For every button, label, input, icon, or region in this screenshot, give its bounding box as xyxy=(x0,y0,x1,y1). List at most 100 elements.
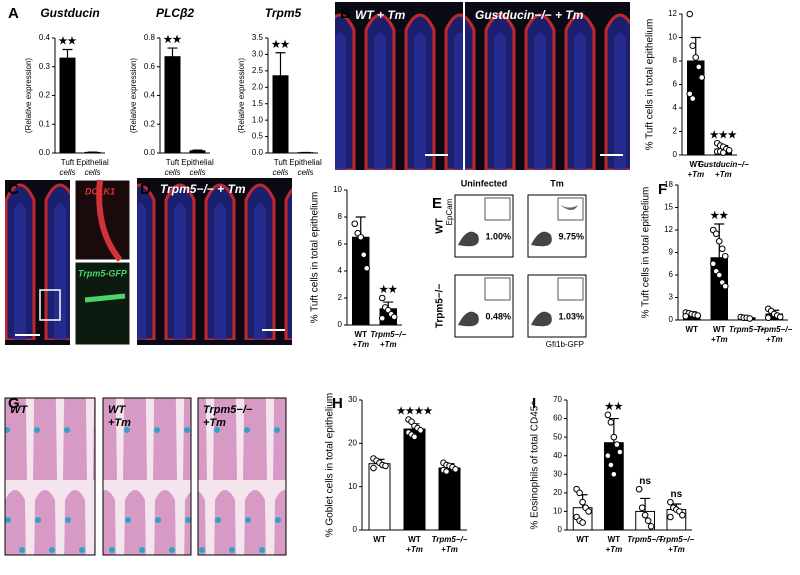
y-tick-label: 10 xyxy=(668,33,677,42)
y-tick-label: 9 xyxy=(669,248,674,257)
x-tick-label: Trpm5−/− xyxy=(756,325,792,334)
y-tick-label: 2 xyxy=(338,293,343,302)
data-point xyxy=(695,313,701,319)
y-tick-label: 12 xyxy=(668,9,677,18)
y-tick-label: 0.4 xyxy=(39,33,51,42)
y-tick-label: 4 xyxy=(338,266,343,275)
data-point xyxy=(683,313,689,319)
image-b-wt xyxy=(335,2,463,170)
y-tick-label: 0 xyxy=(558,525,563,534)
x-tick-label: +Tm xyxy=(352,340,369,349)
y-tick-label: 0.1 xyxy=(39,119,51,128)
gate-percent: 0.48% xyxy=(485,311,511,321)
panel-letter: C xyxy=(8,181,19,198)
image-label: WT xyxy=(10,404,28,416)
data-point xyxy=(444,469,450,475)
y-tick-label: 0.3 xyxy=(39,62,51,71)
data-point xyxy=(648,523,654,529)
data-point xyxy=(586,509,592,515)
significance: ★★ xyxy=(272,39,290,50)
data-point xyxy=(379,315,385,321)
bar xyxy=(404,429,425,530)
y-tick-label: 1.5 xyxy=(252,99,264,108)
bar xyxy=(439,468,460,530)
y-axis-label: (Relative expression) xyxy=(129,58,138,133)
panel-letter: B xyxy=(340,5,351,22)
data-point xyxy=(687,11,693,17)
x-tick-label: Trpm5−/− xyxy=(658,535,694,544)
data-point xyxy=(617,449,623,455)
x-tick-label: WT xyxy=(608,535,621,544)
significance: ns xyxy=(639,476,651,487)
y-tick-label: 0 xyxy=(353,525,358,534)
x-tick-label: cells xyxy=(297,168,313,177)
data-point xyxy=(680,512,686,518)
y-axis-label: % Goblet cells in total epithelium xyxy=(325,393,336,538)
data-point xyxy=(418,428,424,434)
x-tick-label: +Tm xyxy=(711,335,728,344)
flow-row: Trpm5−/− xyxy=(435,284,446,329)
data-point xyxy=(693,55,699,61)
image-label: Gustducin−/− + Tm xyxy=(475,8,584,22)
chart-title: PLCβ2 xyxy=(156,6,194,20)
significance: ★★ xyxy=(379,285,397,296)
y-tick-label: 8 xyxy=(338,212,343,221)
y-tick-label: 4 xyxy=(673,103,678,112)
image-label: +Tm xyxy=(108,417,131,429)
flow-column: Tm xyxy=(550,178,564,188)
data-point xyxy=(716,272,722,278)
x-tick-label: +Tm xyxy=(715,170,732,179)
y-axis-label: (Relative expression) xyxy=(24,58,33,133)
data-point xyxy=(580,520,586,526)
y-axis-label: % Eosinophils of total CD45⁺ xyxy=(530,400,541,529)
y-tick-label: 6 xyxy=(338,239,343,248)
y-tick-label: 0.5 xyxy=(252,132,264,141)
x-tick-label: cells xyxy=(272,168,288,177)
data-point xyxy=(364,266,370,272)
data-point xyxy=(636,486,642,492)
y-tick-label: 0.0 xyxy=(144,148,156,157)
y-tick-label: 8 xyxy=(673,56,678,65)
data-point xyxy=(639,505,645,511)
x-tick-label: Tuft xyxy=(166,158,180,167)
data-point xyxy=(580,499,586,505)
x-tick-label: +Tm xyxy=(441,545,458,554)
y-axis-label: % Tuft cells in total epithelium xyxy=(641,187,652,319)
y-tick-label: 0.6 xyxy=(144,62,156,71)
image-label: DCLK1 xyxy=(85,186,115,196)
bar xyxy=(165,57,180,153)
x-tick-label: cells xyxy=(59,168,75,177)
data-point xyxy=(605,453,611,459)
x-tick-label: cells xyxy=(164,168,180,177)
data-point xyxy=(765,315,771,321)
data-point xyxy=(577,490,583,496)
panel-letter: E xyxy=(432,195,442,212)
panel-letter: A xyxy=(8,5,19,22)
data-point xyxy=(747,316,753,322)
x-tick-label: Gustducin−/− xyxy=(698,160,749,169)
y-tick-label: 30 xyxy=(553,469,562,478)
image-label: WT + Tm xyxy=(355,8,406,22)
x-tick-label: Epithelial xyxy=(76,158,109,167)
image-label: +Tm xyxy=(203,417,226,429)
data-point xyxy=(699,75,705,81)
significance: ★★★ xyxy=(710,130,737,141)
data-point xyxy=(391,314,397,320)
data-point xyxy=(690,43,696,49)
y-tick-label: 0 xyxy=(673,150,678,159)
x-tick-label: +Tm xyxy=(687,170,704,179)
data-point xyxy=(383,463,389,469)
x-tick-label: +Tm xyxy=(766,335,783,344)
data-point xyxy=(371,465,377,471)
x-tick-label: WT xyxy=(408,535,421,544)
data-point xyxy=(642,512,648,518)
x-tick-label: +Tm xyxy=(606,545,623,554)
significance: ★★ xyxy=(710,211,728,222)
y-tick-label: 0.2 xyxy=(144,119,156,128)
data-point xyxy=(453,467,459,473)
chart-title: Trpm5 xyxy=(265,6,302,20)
y-tick-label: 1.0 xyxy=(252,115,264,124)
data-point xyxy=(668,499,674,505)
x-tick-label: WT xyxy=(686,325,699,334)
data-point xyxy=(777,314,783,320)
